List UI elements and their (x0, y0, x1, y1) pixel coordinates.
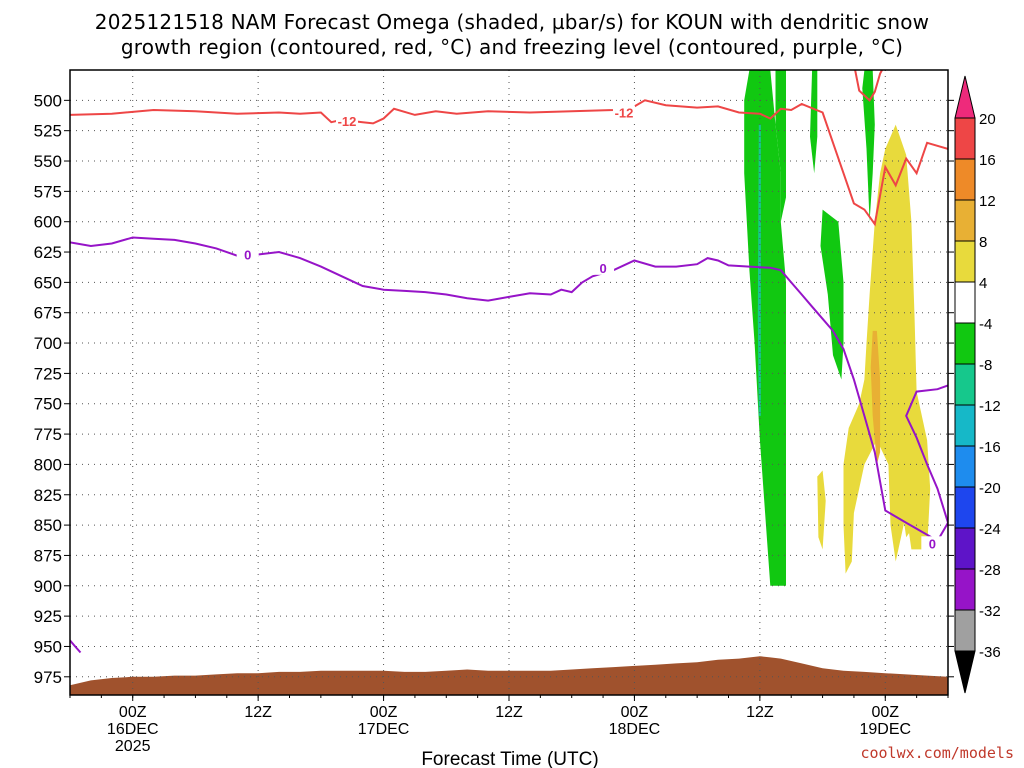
y-tick-label: 800 (34, 455, 62, 474)
colorbar-label: -36 (979, 644, 1001, 661)
colorbar-label: -16 (979, 439, 1001, 456)
dgz-contour-line-upper (854, 70, 884, 102)
x-tick-label: 19DEC (859, 721, 911, 738)
colorbar-swatch (954, 527, 976, 570)
freezing-level-label: 0 (929, 536, 936, 551)
colorbar-swatch (954, 199, 976, 242)
y-tick-label: 675 (34, 304, 62, 323)
chart-title-line2: growth region (contoured, red, °C) and f… (120, 35, 904, 59)
credit-text: coolwx.com/models (860, 744, 1014, 762)
colorbar-label: -8 (979, 357, 992, 374)
terrain-fill (70, 656, 948, 695)
colorbar-swatch (954, 568, 976, 611)
x-tick-label: 16DEC (107, 721, 159, 738)
x-tick-label: 12Z (746, 704, 774, 721)
freezing-level-label: 0 (599, 261, 606, 276)
colorbar-label: -24 (979, 521, 1001, 538)
freezing-level-contour-small (70, 639, 82, 654)
x-axis-label: Forecast Time (UTC) (421, 749, 598, 768)
y-tick-label: 525 (34, 122, 62, 141)
x-tick-label: 00Z (871, 704, 899, 721)
dgz-contour-label: -12 (338, 114, 357, 129)
y-tick-label: 500 (34, 91, 62, 110)
y-tick-label: 650 (34, 273, 62, 292)
freezing-level-label: 0 (244, 247, 251, 262)
omega-shaded-region (870, 330, 881, 465)
y-tick-label: 875 (34, 546, 62, 565)
freezing-level-label-bg (236, 247, 259, 262)
x-tick-label: 18DEC (609, 721, 661, 738)
y-tick-label: 575 (34, 182, 62, 201)
colorbar-swatch (954, 445, 976, 488)
colorbar-swatch (954, 609, 976, 652)
omega-shaded-region (890, 306, 901, 441)
x-tick-label: 12Z (244, 704, 272, 721)
y-tick-label: 850 (34, 516, 62, 535)
colorbar-legend: 20 16 12 8 4 -4 -8 -12 -16 -20 -24 -28 -32 -36 (954, 75, 1001, 694)
y-tick-label: 750 (34, 395, 62, 414)
y-tick-label: 725 (34, 364, 62, 383)
colorbar-label: -28 (979, 562, 1001, 579)
y-tick-label: 925 (34, 607, 62, 626)
y-tick-label: 700 (34, 334, 62, 353)
y-tick-label: 900 (34, 577, 62, 596)
plot-area: -12 -12 0 0 0 (69, 69, 949, 696)
colorbar-swatch (954, 158, 976, 201)
colorbar-swatch (954, 281, 976, 324)
dgz-contour-label: -12 (615, 105, 634, 120)
y-tick-label: 950 (34, 637, 62, 656)
x-tick-label: 00Z (119, 704, 147, 721)
x-tick-label: 00Z (621, 704, 649, 721)
colorbar-swatch (954, 486, 976, 529)
y-tick-label: 600 (34, 213, 62, 232)
colorbar-swatch (954, 404, 976, 447)
plot-content: -12 -12 0 0 0 (70, 70, 948, 695)
y-tick-label: 625 (34, 243, 62, 262)
omega-shaded-region (775, 70, 786, 222)
colorbar-label: 20 (979, 111, 996, 128)
colorbar-label: 4 (979, 275, 987, 292)
omega-shaded-region (820, 209, 844, 380)
dgz-contour-label-bg (335, 113, 358, 128)
omega-shaded-region (810, 70, 818, 174)
colorbar-label: -32 (979, 603, 1001, 620)
colorbar-label: -4 (979, 316, 992, 333)
colorbar-label: 8 (979, 234, 987, 251)
y-tick-label: 825 (34, 486, 62, 505)
y-tick-label: 550 (34, 152, 62, 171)
freezing-level-contour-line (70, 236, 948, 543)
x-tick-label: 17DEC (358, 721, 410, 738)
colorbar-swatch (954, 240, 976, 283)
dgz-contour-label-bg (612, 105, 635, 120)
colorbar-cap-bottom (954, 650, 976, 694)
chart-title-line1: 2025121518 NAM Forecast Omega (shaded, µ… (94, 10, 930, 34)
colorbar-label: 12 (979, 193, 996, 210)
omega-shaded-region (862, 70, 875, 222)
omega-shaded-region (744, 70, 786, 586)
colorbar-swatch (954, 363, 976, 406)
colorbar-label: 16 (979, 152, 996, 169)
x-tick-label: 2025 (115, 738, 151, 755)
y-tick-label: 975 (34, 668, 62, 687)
colorbar-label: -12 (979, 398, 1001, 415)
y-tick-label: 775 (34, 425, 62, 444)
colorbar-swatch (954, 322, 976, 365)
y-axis: 500 525 550 575 600 625 650 675 700 725 750 775 800 8… (34, 91, 954, 687)
omega-shaded-region (843, 124, 931, 574)
freezing-level-label-bg (921, 536, 944, 551)
colorbar-label: -20 (979, 480, 1001, 497)
omega-shaded-region (817, 470, 826, 550)
freezing-level-label-bg (592, 260, 615, 275)
colorbar-swatch (954, 117, 976, 160)
x-tick-label: 12Z (495, 704, 523, 721)
colorbar-cap-top (954, 75, 976, 119)
x-tick-label: 00Z (370, 704, 398, 721)
